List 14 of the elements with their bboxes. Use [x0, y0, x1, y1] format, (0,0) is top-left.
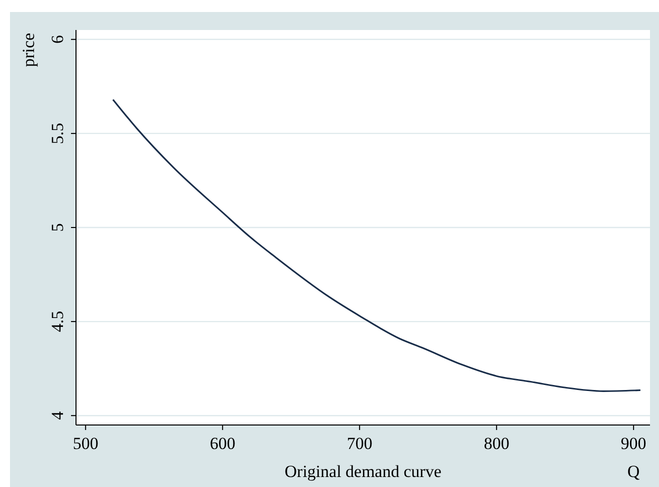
y-tick-label: 4: [48, 410, 67, 420]
x-tick-label: 800: [484, 434, 510, 453]
y-tick-label: 6: [48, 35, 67, 44]
y-tick-label: 5: [48, 223, 67, 232]
x-axis-title: Q: [627, 462, 640, 481]
line-series: [112, 98, 642, 392]
x-tick-label: 700: [346, 434, 372, 453]
y-axis-title: price: [19, 33, 38, 67]
x-tick-label: 900: [620, 434, 646, 453]
x-tick-label: 500: [72, 434, 98, 453]
y-tick-label: 5.5: [48, 122, 67, 144]
text: Original demand curve: [284, 462, 442, 481]
y-tick-label: 4.5: [48, 310, 67, 332]
x-tick-label: 600: [210, 434, 236, 453]
